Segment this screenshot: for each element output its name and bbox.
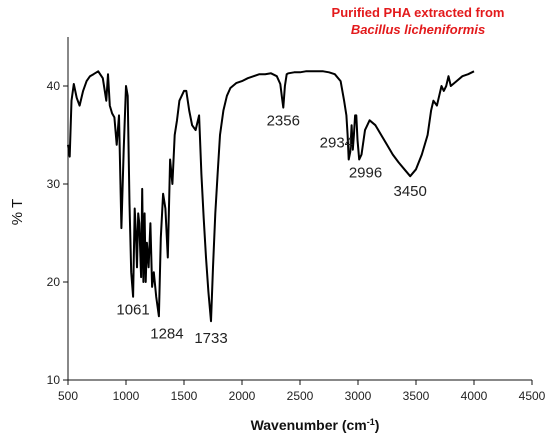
- x-tick-label: 3000: [345, 389, 372, 403]
- x-axis-title-close: ): [375, 417, 380, 433]
- peak-label: 3450: [394, 183, 427, 200]
- y-tick-label: 20: [47, 275, 61, 289]
- x-tick-label: 3500: [403, 389, 430, 403]
- peak-label: 1061: [116, 302, 149, 319]
- x-tick-label: 500: [58, 389, 78, 403]
- peak-label: 2356: [267, 113, 300, 130]
- x-axis-title: Wavenumber (cm-1): [251, 417, 380, 433]
- chart-title-line2: Bacillus licheniformis: [351, 22, 485, 37]
- x-tick-label: 2500: [287, 389, 314, 403]
- y-tick-label: 40: [47, 79, 61, 93]
- x-tick-label: 1500: [171, 389, 198, 403]
- series-line: [67, 70, 475, 323]
- y-tick-label: 30: [47, 177, 61, 191]
- axis-ticks: 500 1000 1500 2000 2500 3000 3500 4000 4500 10 20 3…: [47, 79, 546, 403]
- x-axis-title-main: Wavenumber (cm: [251, 417, 367, 433]
- x-tick-label: 1000: [113, 389, 140, 403]
- x-tick-label: 2000: [229, 389, 256, 403]
- x-axis-title-sup: -1: [367, 417, 375, 427]
- x-tick-label: 4000: [461, 389, 488, 403]
- plot-axes: [67, 37, 532, 381]
- peak-label: 2934: [320, 135, 353, 152]
- y-axis-title: % T: [9, 199, 26, 225]
- peak-label: 2996: [349, 165, 382, 182]
- x-tick-label: 4500: [519, 389, 546, 403]
- peak-label: 1733: [194, 330, 227, 347]
- chart-title-line1: Purified PHA extracted from: [332, 5, 505, 20]
- y-tick-label: 10: [47, 373, 61, 387]
- peak-label: 1284: [150, 325, 183, 342]
